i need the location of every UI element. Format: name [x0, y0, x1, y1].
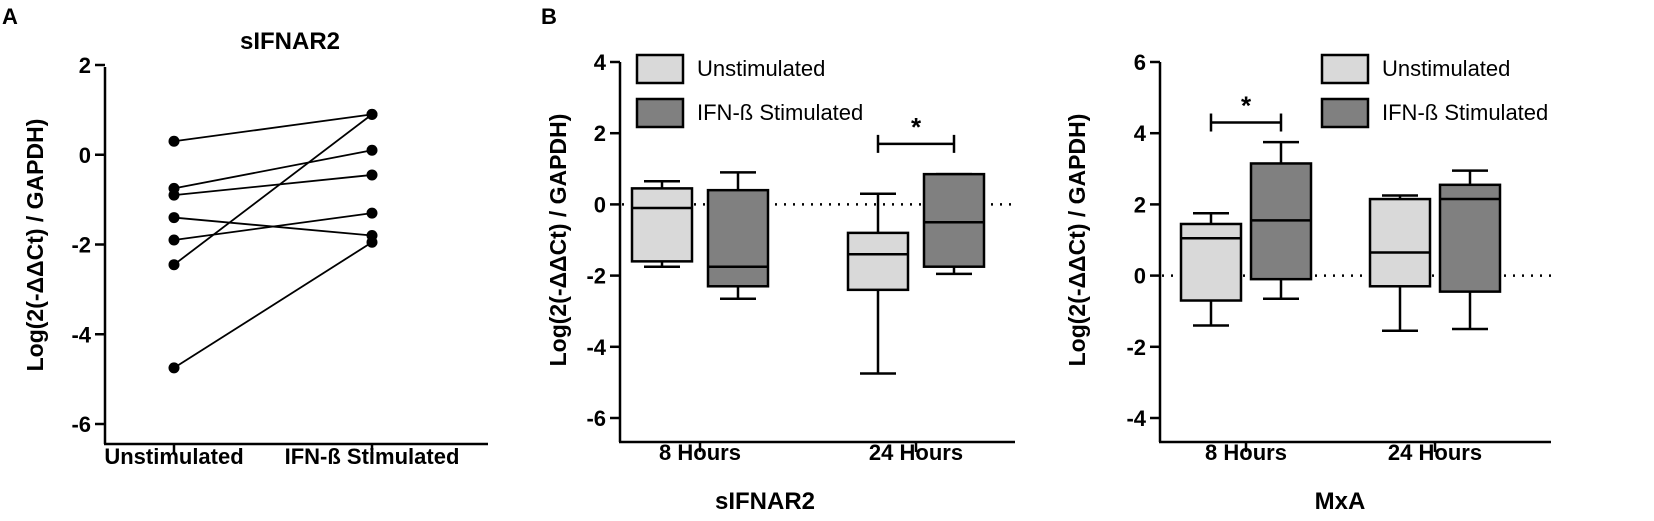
x-tick-label: IFN-ß Stimulated — [285, 444, 460, 469]
data-point — [366, 207, 378, 219]
data-point — [366, 236, 378, 248]
y-tick-label: -2 — [71, 233, 91, 258]
panel-b2-y-axis-title: Log(2(-ΔΔCt) / GAPDH) — [1064, 114, 1090, 367]
paired-line — [173, 149, 373, 190]
panel-b1-y-axis-title: Log(2(-ΔΔCt) / GAPDH) — [545, 114, 571, 367]
y-tick-label: 0 — [79, 143, 91, 168]
legend-swatch — [635, 53, 685, 85]
y-tick-label: 6 — [1134, 50, 1146, 75]
y-tick-label: -6 — [586, 406, 606, 431]
data-point — [168, 362, 180, 374]
box-iqr — [706, 188, 770, 288]
data-point — [366, 108, 378, 120]
panel-b2-x-axis-title: MxA — [1315, 488, 1366, 515]
panel-a-y-axis-title: Log(2(-ΔΔCt) / GAPDH) — [22, 119, 48, 372]
panel-label-b: B — [541, 4, 557, 29]
data-point — [168, 189, 180, 201]
panel-b2-chart: Log(2(-ΔΔCt) / GAPDH) MxA 6 4 2 0 -2 -4 8 Hou… — [1064, 50, 1551, 515]
y-tick-label: 2 — [594, 121, 606, 146]
box-iqr — [1179, 222, 1243, 302]
data-point — [168, 135, 180, 147]
panel-b1-x-axis-title: sIFNAR2 — [715, 488, 815, 515]
significance-star: * — [911, 112, 922, 142]
y-tick-label: 0 — [594, 192, 606, 217]
data-point — [366, 144, 378, 156]
y-tick-label: 4 — [1134, 121, 1147, 146]
y-tick-label: 4 — [594, 50, 607, 75]
y-tick-label: 2 — [79, 53, 91, 78]
panel-a-title: sIFNAR2 — [240, 28, 340, 55]
paired-line — [173, 174, 373, 197]
y-tick-label: -2 — [586, 264, 606, 289]
box-iqr — [922, 172, 986, 268]
y-tick-label: -4 — [586, 335, 606, 360]
panel-label-a: A — [2, 4, 18, 29]
legend-swatch — [1320, 53, 1370, 85]
x-tick-label: Unstimulated — [104, 444, 243, 469]
paired-line — [173, 113, 373, 143]
y-tick-label: -4 — [71, 322, 91, 347]
paired-line — [173, 241, 373, 369]
y-tick-label: -2 — [1126, 335, 1146, 360]
y-tick-label: 0 — [1134, 264, 1146, 289]
data-point — [366, 169, 378, 181]
y-tick-label: -6 — [71, 412, 91, 437]
paired-line — [173, 113, 373, 266]
x-tick-label: 8 Hours — [659, 440, 741, 465]
x-tick-label: 24 Hours — [1388, 440, 1482, 465]
legend-label: Unstimulated — [1382, 56, 1510, 81]
legend-label: IFN-ß Stimulated — [1382, 100, 1548, 125]
y-tick-label: 2 — [1134, 192, 1146, 217]
legend-swatch — [635, 97, 685, 129]
data-point — [168, 212, 180, 224]
paired-line — [173, 212, 373, 241]
box-iqr — [630, 187, 694, 263]
data-point — [168, 234, 180, 246]
box-iqr — [846, 231, 910, 292]
box-iqr — [1438, 183, 1502, 293]
panel-a-chart: sIFNAR2 Log(2(-ΔΔCt) / GAPDH) 2 0 -2 -4 -6 U… — [22, 28, 488, 469]
legend-label: IFN-ß Stimulated — [697, 100, 863, 125]
y-tick-label: -4 — [1126, 406, 1146, 431]
significance-star: * — [1241, 91, 1252, 121]
data-point — [168, 259, 180, 271]
x-tick-label: 24 Hours — [869, 440, 963, 465]
box-iqr — [1368, 197, 1432, 288]
legend-swatch — [1320, 97, 1370, 129]
legend-label: Unstimulated — [697, 56, 825, 81]
panel-b1-chart: Log(2(-ΔΔCt) / GAPDH) sIFNAR2 420-2-4-6 … — [545, 50, 1015, 515]
x-tick-label: 8 Hours — [1205, 440, 1287, 465]
